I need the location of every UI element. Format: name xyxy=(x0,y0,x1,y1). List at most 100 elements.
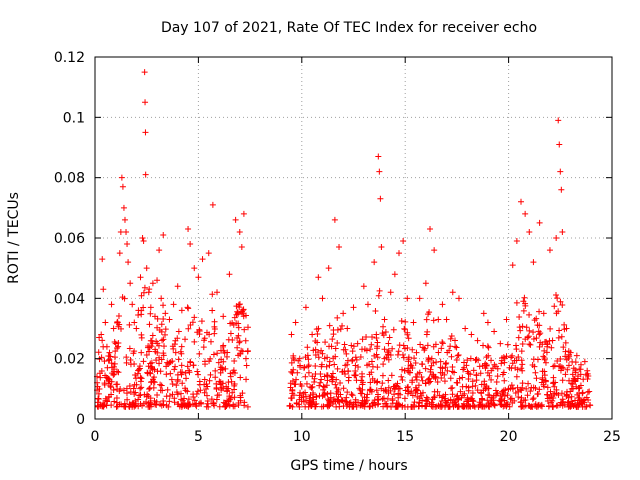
data-point xyxy=(514,366,521,373)
data-point xyxy=(542,359,549,366)
data-point xyxy=(530,356,537,363)
data-point-peak xyxy=(410,319,417,326)
data-point xyxy=(559,301,566,308)
data-point xyxy=(144,391,151,398)
data-point xyxy=(160,315,167,322)
data-point xyxy=(138,334,145,341)
data-point xyxy=(509,399,516,406)
data-point xyxy=(344,389,351,396)
data-point xyxy=(216,391,223,398)
data-point-peak xyxy=(435,316,442,323)
data-point xyxy=(400,342,407,349)
data-point xyxy=(581,399,588,406)
data-point xyxy=(397,391,404,398)
data-point xyxy=(324,396,331,403)
x-tick-label: 10 xyxy=(293,429,311,445)
data-point xyxy=(334,340,341,347)
y-tick-label: 0 xyxy=(76,412,85,428)
data-point xyxy=(422,365,429,372)
data-point xyxy=(309,389,316,396)
data-point-peak xyxy=(178,307,185,314)
data-point xyxy=(132,372,139,379)
data-point xyxy=(243,362,250,369)
data-point xyxy=(137,378,144,385)
data-point xyxy=(368,341,375,348)
data-point xyxy=(409,379,416,386)
data-point-peak xyxy=(431,247,438,254)
data-point-peak xyxy=(540,310,547,317)
data-point xyxy=(417,341,424,348)
data-point xyxy=(509,360,516,367)
data-point xyxy=(335,386,342,393)
data-point xyxy=(105,378,112,385)
data-point-peak xyxy=(556,141,563,148)
data-point-peak xyxy=(112,340,119,347)
data-point xyxy=(431,394,438,401)
data-point xyxy=(196,400,203,407)
data-point xyxy=(535,402,542,409)
data-point-peak xyxy=(416,295,423,302)
data-point xyxy=(201,335,208,342)
data-point xyxy=(332,345,339,352)
data-point xyxy=(515,334,522,341)
data-point xyxy=(345,374,352,381)
data-point-peak xyxy=(309,331,316,338)
data-point xyxy=(146,321,153,328)
data-point xyxy=(349,356,356,363)
data-point xyxy=(140,304,147,311)
data-point xyxy=(237,374,244,381)
data-point-peak xyxy=(166,316,173,323)
data-point xyxy=(334,326,341,333)
data-point xyxy=(485,403,492,410)
data-point xyxy=(111,360,118,367)
data-point xyxy=(355,364,362,371)
data-point xyxy=(581,358,588,365)
data-point xyxy=(534,322,541,329)
data-point xyxy=(441,378,448,385)
data-point xyxy=(201,376,208,383)
data-point xyxy=(291,381,298,388)
data-point xyxy=(145,342,152,349)
data-point-peak xyxy=(106,349,113,356)
data-point xyxy=(340,385,347,392)
data-point-peak xyxy=(142,171,149,178)
data-point xyxy=(476,402,483,409)
data-point xyxy=(374,354,381,361)
data-point-peak xyxy=(319,295,326,302)
data-point xyxy=(574,391,581,398)
data-point xyxy=(519,361,526,368)
data-point xyxy=(530,335,537,342)
data-point xyxy=(144,369,151,376)
data-point-peak xyxy=(143,265,150,272)
data-point xyxy=(356,385,363,392)
data-point xyxy=(467,355,474,362)
data-point xyxy=(302,397,309,404)
data-point-peak xyxy=(558,186,565,193)
data-point xyxy=(385,377,392,384)
data-point-peak xyxy=(350,304,357,311)
data-point xyxy=(557,363,564,370)
data-point xyxy=(185,402,192,409)
data-point-peak xyxy=(174,283,181,290)
data-point xyxy=(122,403,129,410)
data-point xyxy=(169,381,176,388)
data-point xyxy=(156,360,163,367)
data-point xyxy=(173,382,180,389)
data-point xyxy=(530,395,537,402)
data-point xyxy=(205,403,212,410)
data-point xyxy=(373,379,380,386)
data-point xyxy=(550,363,557,370)
data-point xyxy=(151,397,158,404)
data-point xyxy=(164,359,171,366)
data-point xyxy=(398,373,405,380)
data-point xyxy=(298,398,305,405)
data-point xyxy=(191,338,198,345)
data-point xyxy=(190,362,197,369)
data-point xyxy=(533,335,540,342)
data-point-peak xyxy=(336,244,343,251)
data-point xyxy=(494,373,501,380)
data-point xyxy=(195,371,202,378)
data-point xyxy=(584,389,591,396)
data-point xyxy=(126,345,133,352)
data-point-peak xyxy=(125,259,132,266)
